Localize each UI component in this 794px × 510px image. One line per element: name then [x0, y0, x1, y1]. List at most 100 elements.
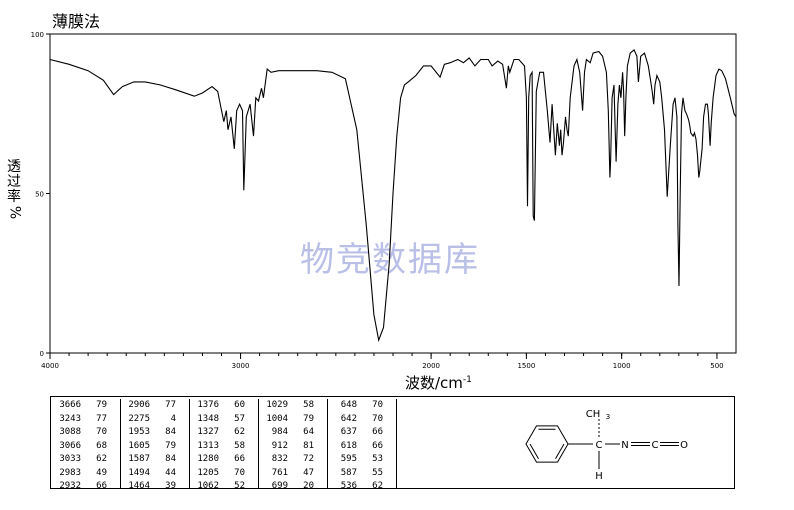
x-label-text: 波数/cm — [405, 374, 463, 392]
peak-wavenumber: 1494 — [128, 467, 150, 478]
peak-row: 2983 49 — [51, 467, 120, 481]
peak-wavenumber: 642 — [340, 413, 357, 424]
peak-wavenumber: 761 — [271, 467, 288, 478]
peak-row: 3066 68 — [51, 440, 120, 454]
label-hydrogen: H — [595, 471, 603, 482]
peak-wavenumber: 1004 — [266, 413, 288, 424]
peak-transmittance: 52 — [234, 481, 245, 491]
benzene-ring — [525, 425, 569, 463]
y-tick-label: 50 — [35, 191, 44, 199]
label-carbon: C — [596, 440, 603, 451]
peak-transmittance: 62 — [372, 481, 383, 491]
peak-wavenumber: 1348 — [197, 413, 219, 424]
x-axis-label: 波数/cm-1 — [405, 372, 472, 393]
peak-wavenumber: 637 — [340, 427, 357, 437]
peak-row: 618 66 — [327, 440, 396, 454]
label-oxygen: O — [680, 440, 688, 451]
peak-transmittance: 66 — [372, 427, 383, 437]
peak-table-column: 648 70 642 70 637 66 618 66 595 53 587 55 536 62 — [327, 399, 397, 491]
peak-row: 1062 52 — [189, 480, 258, 494]
peak-table: 3666 79 3243 77 3088 70 3066 68 3033 62 2983 49 2932… — [50, 396, 735, 491]
label-nitrogen: N — [621, 440, 628, 451]
ring-double-bond — [529, 443, 539, 459]
peak-transmittance: 70 — [96, 427, 107, 437]
peak-row: 1280 66 — [189, 453, 258, 467]
peak-wavenumber: 595 — [340, 454, 357, 464]
y-label-char: 透 — [7, 159, 21, 175]
peak-transmittance: 70 — [234, 467, 245, 478]
peak-transmittance: 77 — [165, 400, 176, 410]
peak-row: 984 64 — [258, 426, 327, 440]
molecular-structure: CH 3 C N C O H — [525, 409, 688, 482]
peak-transmittance: 81 — [303, 440, 314, 451]
peak-row: 1587 84 — [120, 453, 189, 467]
peak-wavenumber: 2275 — [128, 413, 150, 424]
peak-row: 1953 84 — [120, 426, 189, 440]
peak-wavenumber: 1376 — [197, 400, 219, 410]
x-tick-label: 2000 — [422, 362, 440, 370]
peak-transmittance: 20 — [303, 481, 314, 491]
peak-row: 648 70 — [327, 399, 396, 413]
peak-row: 1313 58 — [189, 440, 258, 454]
peak-transmittance: 64 — [303, 427, 314, 437]
peak-row: 832 72 — [258, 453, 327, 467]
peak-transmittance: 66 — [372, 440, 383, 451]
peak-row: 536 62 — [327, 480, 396, 494]
peak-row: 1494 44 — [120, 467, 189, 481]
peak-transmittance: 60 — [234, 400, 245, 410]
ir-spectrum-chart: 4000 3000 2000 1500 1000 500 0 50 100 — [31, 31, 737, 370]
x-tick-label: 1000 — [613, 362, 631, 370]
method-title: 薄膜法 — [52, 12, 101, 31]
peak-transmittance: 66 — [234, 454, 245, 464]
peak-transmittance: 68 — [96, 440, 107, 451]
y-axis-label: 透 过 率 % — [6, 159, 23, 220]
peak-row: 3033 62 — [51, 453, 120, 467]
peak-wavenumber: 984 — [271, 427, 288, 437]
peak-row: 2906 77 — [120, 399, 189, 413]
peak-transmittance: 47 — [303, 467, 314, 478]
peak-transmittance: 57 — [234, 413, 245, 424]
peak-transmittance: 66 — [96, 481, 107, 491]
peak-table-column: 3666 79 3243 77 3088 70 3066 68 3033 62 2983 49 2932… — [51, 399, 121, 491]
x-label-exponent: -1 — [462, 375, 472, 385]
peak-row: 2932 66 — [51, 480, 120, 494]
peak-wavenumber: 2983 — [59, 467, 81, 478]
peak-wavenumber: 3066 — [59, 440, 81, 451]
peak-transmittance: 79 — [303, 413, 314, 424]
peak-transmittance: 55 — [372, 467, 383, 478]
peak-wavenumber: 618 — [340, 440, 357, 451]
x-tick-label: 4000 — [41, 362, 59, 370]
peak-row: 3088 70 — [51, 426, 120, 440]
peak-table-column: 1376 60 1348 57 1327 62 1313 58 1280 66 1205 70 1062… — [189, 399, 259, 491]
peak-transmittance: 72 — [303, 454, 314, 464]
peak-transmittance: 79 — [165, 440, 176, 451]
peak-wavenumber: 1587 — [128, 454, 150, 464]
peak-transmittance: 79 — [96, 400, 107, 410]
peak-row: 912 81 — [258, 440, 327, 454]
peak-wavenumber: 1029 — [266, 400, 288, 410]
peak-table-column: 2906 77 2275 4 1953 84 1605 79 1587 84 1494 44 1464 3… — [120, 399, 190, 491]
label-carbon: C — [652, 440, 659, 451]
peak-row: 1605 79 — [120, 440, 189, 454]
peak-wavenumber: 2906 — [128, 400, 150, 410]
peak-row: 3666 79 — [51, 399, 120, 413]
y-tick-label: 0 — [40, 350, 44, 358]
peak-wavenumber: 1313 — [197, 440, 219, 451]
peak-row: 637 66 — [327, 426, 396, 440]
peak-transmittance: 39 — [165, 481, 176, 491]
peak-wavenumber: 3033 — [59, 454, 81, 464]
peak-row: 1327 62 — [189, 426, 258, 440]
peak-transmittance: 4 — [170, 413, 176, 424]
peak-row: 761 47 — [258, 467, 327, 481]
x-tick-label: 500 — [710, 362, 723, 370]
peak-wavenumber: 699 — [271, 481, 288, 491]
peak-transmittance: 84 — [165, 454, 176, 464]
peak-row: 2275 4 — [120, 413, 189, 427]
peak-transmittance: 53 — [372, 454, 383, 464]
peak-wavenumber: 1327 — [197, 427, 219, 437]
peak-transmittance: 84 — [165, 427, 176, 437]
peak-wavenumber: 2932 — [59, 481, 81, 491]
peak-transmittance: 58 — [303, 400, 314, 410]
peak-row: 642 70 — [327, 413, 396, 427]
peak-row: 1004 79 — [258, 413, 327, 427]
